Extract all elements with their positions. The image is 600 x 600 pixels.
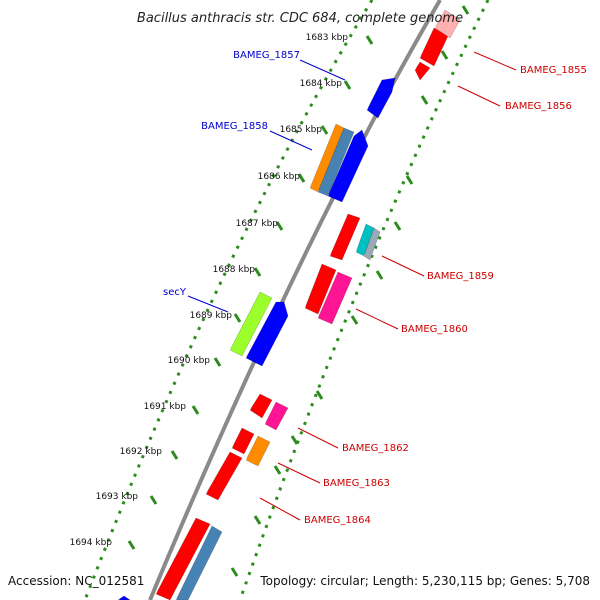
gene-feature-f13[interactable] <box>229 291 273 357</box>
outer-dotted-ring <box>238 0 490 600</box>
gene-feature-f12[interactable] <box>317 271 353 325</box>
outer-tick-mark <box>230 567 239 577</box>
gene-feature-f20[interactable] <box>155 517 211 600</box>
tick-label: 1683 kbp <box>306 33 349 43</box>
reverse-gene-label[interactable]: BAMEG_1862 <box>342 443 409 454</box>
gene-feature-f16[interactable] <box>264 401 289 431</box>
tick-label: 1686 kbp <box>258 172 301 182</box>
gene-feature-f14[interactable] <box>245 301 289 367</box>
reverse-gene-label[interactable]: BAMEG_1856 <box>505 101 572 112</box>
tick-label: 1691 kbp <box>144 402 187 412</box>
inner-tick-mark <box>320 125 329 135</box>
outer-tick-mark <box>350 315 359 325</box>
inner-tick-mark <box>275 221 284 231</box>
outer-tick-mark <box>375 270 384 280</box>
outer-tick-mark <box>315 390 324 400</box>
gene-feature-f21[interactable] <box>175 525 223 600</box>
label-layer: 1683 kbp 1684 kbp 1685 kbp 1686 kbp 1687 kbp… <box>70 33 587 548</box>
inner-tick-mark <box>213 357 222 367</box>
inner-tick-mark <box>127 540 136 550</box>
tick-label: 1689 kbp <box>190 311 233 321</box>
outer-tick-mark <box>290 435 299 445</box>
inner-tick-mark <box>253 267 262 277</box>
forward-label-leader <box>299 59 346 81</box>
reverse-label-leader <box>277 462 321 484</box>
feature-layer <box>117 9 461 600</box>
outer-tick-mark <box>461 5 470 15</box>
reverse-label-leader <box>457 85 501 107</box>
reverse-label-leader <box>297 427 339 449</box>
gene-feature-f4[interactable] <box>366 77 396 119</box>
gene-feature-f6[interactable] <box>317 127 355 197</box>
reverse-gene-label[interactable]: BAMEG_1855 <box>520 65 587 76</box>
reverse-label-leader <box>355 308 399 330</box>
inner-tick-mark <box>149 495 158 505</box>
inner-tick-mark <box>297 173 306 183</box>
forward-label-leader <box>269 130 313 151</box>
outer-tick-mark <box>393 221 402 231</box>
outer-tick-mark <box>405 175 414 185</box>
reverse-gene-label[interactable]: BAMEG_1864 <box>304 515 371 526</box>
reverse-gene-label[interactable]: BAMEG_1860 <box>401 324 468 335</box>
forward-gene-label[interactable]: secY <box>163 287 187 298</box>
forward-label-leader <box>187 295 229 313</box>
inner-tick-mark <box>343 80 352 90</box>
map-title: Bacillus anthracis str. CDC 684, complet… <box>137 11 463 26</box>
reverse-label-leader <box>381 255 425 277</box>
genome-summary-text: Topology: circular; Length: 5,230,115 bp… <box>260 574 590 588</box>
outer-tick-mark <box>253 515 262 525</box>
inner-tick-mark <box>170 450 179 460</box>
gene-feature-f8[interactable] <box>329 213 361 261</box>
outer-tick-mark <box>273 465 282 475</box>
tick-label: 1690 kbp <box>168 356 211 366</box>
gene-feature-f15[interactable] <box>249 393 273 419</box>
tick-label: 1687 kbp <box>236 219 279 229</box>
outer-tick-mark <box>440 50 449 60</box>
gene-feature-f11[interactable] <box>304 263 337 315</box>
tick-label: 1692 kbp <box>120 447 163 457</box>
gene-feature-f18[interactable] <box>245 435 271 467</box>
gene-feature-f22[interactable] <box>117 595 131 600</box>
reverse-label-leader <box>473 51 517 71</box>
gene-feature-f17[interactable] <box>231 427 255 455</box>
backbone-ring <box>148 0 442 600</box>
gene-feature-f7[interactable] <box>327 129 369 203</box>
inner-dotted-ring <box>83 0 374 600</box>
outer-tick-mark <box>420 95 429 105</box>
forward-gene-label[interactable]: BAMEG_1858 <box>201 121 268 132</box>
reverse-gene-label[interactable]: BAMEG_1863 <box>323 478 390 489</box>
gene-feature-f10[interactable] <box>363 227 381 261</box>
forward-gene-label[interactable]: BAMEG_1857 <box>233 50 300 61</box>
tick-label: 1694 kbp <box>70 538 113 548</box>
accession-text: Accession: NC_012581 <box>8 574 145 588</box>
ring-layer <box>83 0 490 600</box>
tick-label: 1685 kbp <box>280 125 323 135</box>
inner-tick-mark <box>233 313 242 323</box>
gene-feature-f2[interactable] <box>414 61 431 81</box>
reverse-label-leader <box>259 497 301 521</box>
reverse-gene-label[interactable]: BAMEG_1859 <box>427 271 494 282</box>
inner-tick-mark <box>365 35 374 45</box>
tick-label: 1684 kbp <box>300 79 343 89</box>
gene-feature-f19[interactable] <box>205 451 243 501</box>
tick-label: 1688 kbp <box>213 265 256 275</box>
tick-label: 1693 kbp <box>96 492 139 502</box>
inner-tick-mark <box>191 405 200 415</box>
gene-feature-f3[interactable] <box>434 9 461 39</box>
